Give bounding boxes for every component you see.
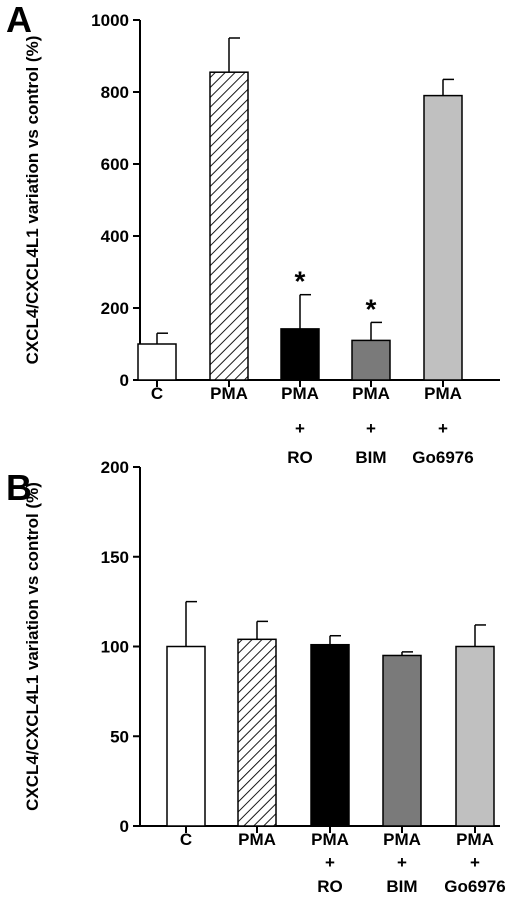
x-tick-label: PMA <box>424 384 462 403</box>
bar <box>137 343 177 381</box>
panel-label: A <box>6 0 32 40</box>
x-tick-label: Go6976 <box>444 877 505 896</box>
y-tick-label: 50 <box>110 727 129 746</box>
x-tick-label: + <box>295 419 305 438</box>
bar <box>237 638 277 827</box>
bar <box>455 645 495 827</box>
significance-marker: * <box>295 266 306 297</box>
bar <box>209 71 249 381</box>
x-tick-label: PMA <box>238 830 276 849</box>
x-tick-label: PMA <box>456 830 494 849</box>
y-tick-label: 0 <box>120 817 129 836</box>
x-tick-label: RO <box>317 877 343 896</box>
x-tick-label: PMA <box>311 830 349 849</box>
panel-a: A 0 200 400 600 800 1000 CXCL4/CXCL4L1 variatio… <box>6 0 500 467</box>
y-tick-label: 200 <box>101 458 129 477</box>
x-tick-label: BIM <box>386 877 417 896</box>
x-tick-label: + <box>470 853 480 872</box>
x-tick-label: RO <box>287 448 313 467</box>
bar <box>310 643 350 827</box>
x-tick-label: PMA <box>352 384 390 403</box>
bar <box>166 645 206 827</box>
y-axis-label: CXCL4/CXCL4L1 variation vs control (%) <box>23 36 42 365</box>
x-tick-label: C <box>180 830 192 849</box>
y-tick-label: 400 <box>101 227 129 246</box>
y-axis-label: CXCL4/CXCL4L1 variation vs control (%) <box>23 482 42 811</box>
y-tick-label: 200 <box>101 299 129 318</box>
x-tick-label: PMA <box>210 384 248 403</box>
y-tick-label: 800 <box>101 83 129 102</box>
x-tick-label: + <box>325 853 335 872</box>
x-tick-label: BIM <box>355 448 386 467</box>
x-tick-label: PMA <box>281 384 319 403</box>
y-tick-label: 0 <box>120 371 129 390</box>
bar <box>423 94 463 381</box>
y-tick-label: 100 <box>101 638 129 657</box>
y-tick-label: 150 <box>101 548 129 567</box>
bar <box>280 328 320 381</box>
bar <box>382 654 422 827</box>
panel-b: B 0 50 100 150 200 CXCL4/CXCL4L1 variation vs … <box>6 458 506 896</box>
panel-label: B <box>6 467 32 508</box>
y-tick-label: 600 <box>101 155 129 174</box>
significance-marker: * <box>366 293 377 324</box>
x-tick-label: Go6976 <box>412 448 473 467</box>
x-tick-label: + <box>366 419 376 438</box>
x-tick-label: C <box>151 384 163 403</box>
x-tick-label: PMA <box>383 830 421 849</box>
x-tick-label: + <box>397 853 407 872</box>
y-tick-label: 1000 <box>91 11 129 30</box>
x-tick-label: + <box>438 419 448 438</box>
bar <box>351 339 391 381</box>
